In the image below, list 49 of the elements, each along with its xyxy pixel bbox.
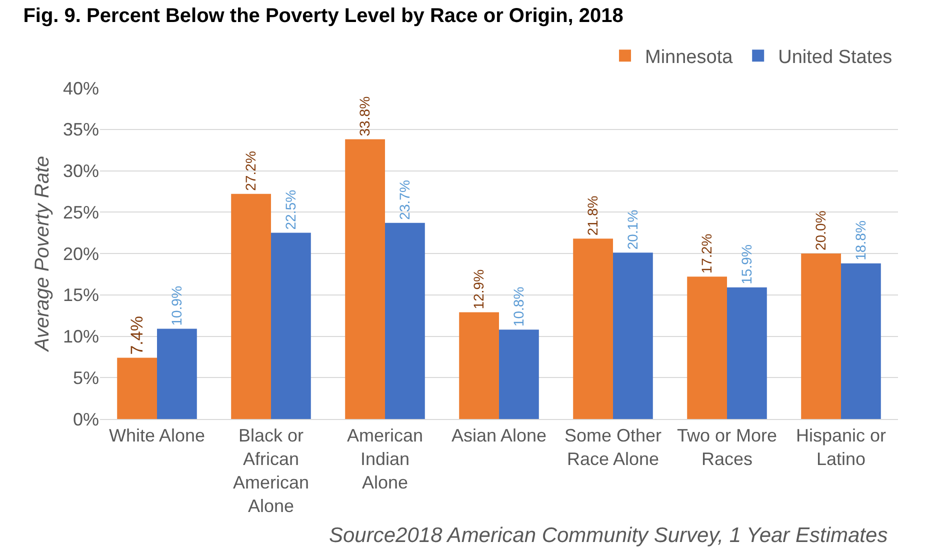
x-tick-label: Black or African American Alone	[232, 426, 310, 516]
x-tick-label: Asian Alone	[451, 426, 547, 446]
y-tick-label: 40%	[62, 78, 99, 98]
data-label: 7.4%	[128, 316, 147, 355]
legend-label: United States	[778, 47, 892, 68]
text: Source2018 American Community Survey, 1 Year Estimates	[329, 524, 888, 547]
chart-title: Fig. 9. Percent Below the Poverty Level by Race or Origin, 2018	[23, 5, 624, 28]
y-tick-label: 35%	[62, 120, 99, 140]
bar	[801, 254, 841, 419]
bar	[613, 252, 653, 419]
x-tick-label: American Indian Alone	[346, 426, 424, 492]
data-label: 22.5%	[282, 190, 299, 230]
data-label: 23.7%	[396, 180, 413, 220]
bar	[841, 263, 881, 419]
data-label: 18.8%	[852, 220, 869, 260]
bar	[231, 194, 271, 419]
y-tick-label: 10%	[62, 326, 99, 347]
bar	[573, 238, 613, 419]
data-label: 10.8%	[510, 286, 527, 327]
y-tick-label: 30%	[62, 161, 99, 182]
bar	[499, 330, 539, 419]
data-label: 10.9%	[168, 286, 185, 326]
bar	[687, 276, 727, 419]
data-label: 20.1%	[624, 210, 641, 250]
data-label: 33.8%	[356, 96, 373, 136]
data-label: 21.8%	[584, 196, 601, 236]
bar	[727, 287, 767, 419]
bar	[385, 222, 425, 419]
x-tick-label: White Alone	[108, 426, 206, 446]
data-label: 20.0%	[812, 210, 829, 250]
bar	[157, 328, 197, 419]
data-label: 15.9%	[738, 244, 755, 284]
bar	[345, 139, 385, 419]
x-tick-label: Two or More Races	[676, 426, 778, 469]
data-label: 17.2%	[698, 234, 715, 274]
y-axis-title: Average Poverty Rate	[31, 156, 54, 352]
y-tick-label: 20%	[62, 244, 99, 264]
legend-label: Minnesota	[645, 47, 734, 68]
y-tick-label: 5%	[72, 368, 99, 388]
y-tick-label: 15%	[62, 285, 99, 306]
bar	[117, 358, 157, 419]
bar	[459, 312, 499, 419]
x-tick-label: Hispanic or Latino	[796, 426, 886, 469]
x-tick-label: Some Other Race Alone	[564, 426, 662, 469]
data-label: 12.9%	[470, 269, 487, 310]
y-tick-label: 25%	[62, 202, 99, 222]
data-label: 27.2%	[242, 151, 259, 191]
y-tick-label: 0%	[72, 409, 99, 430]
bar	[271, 232, 311, 419]
